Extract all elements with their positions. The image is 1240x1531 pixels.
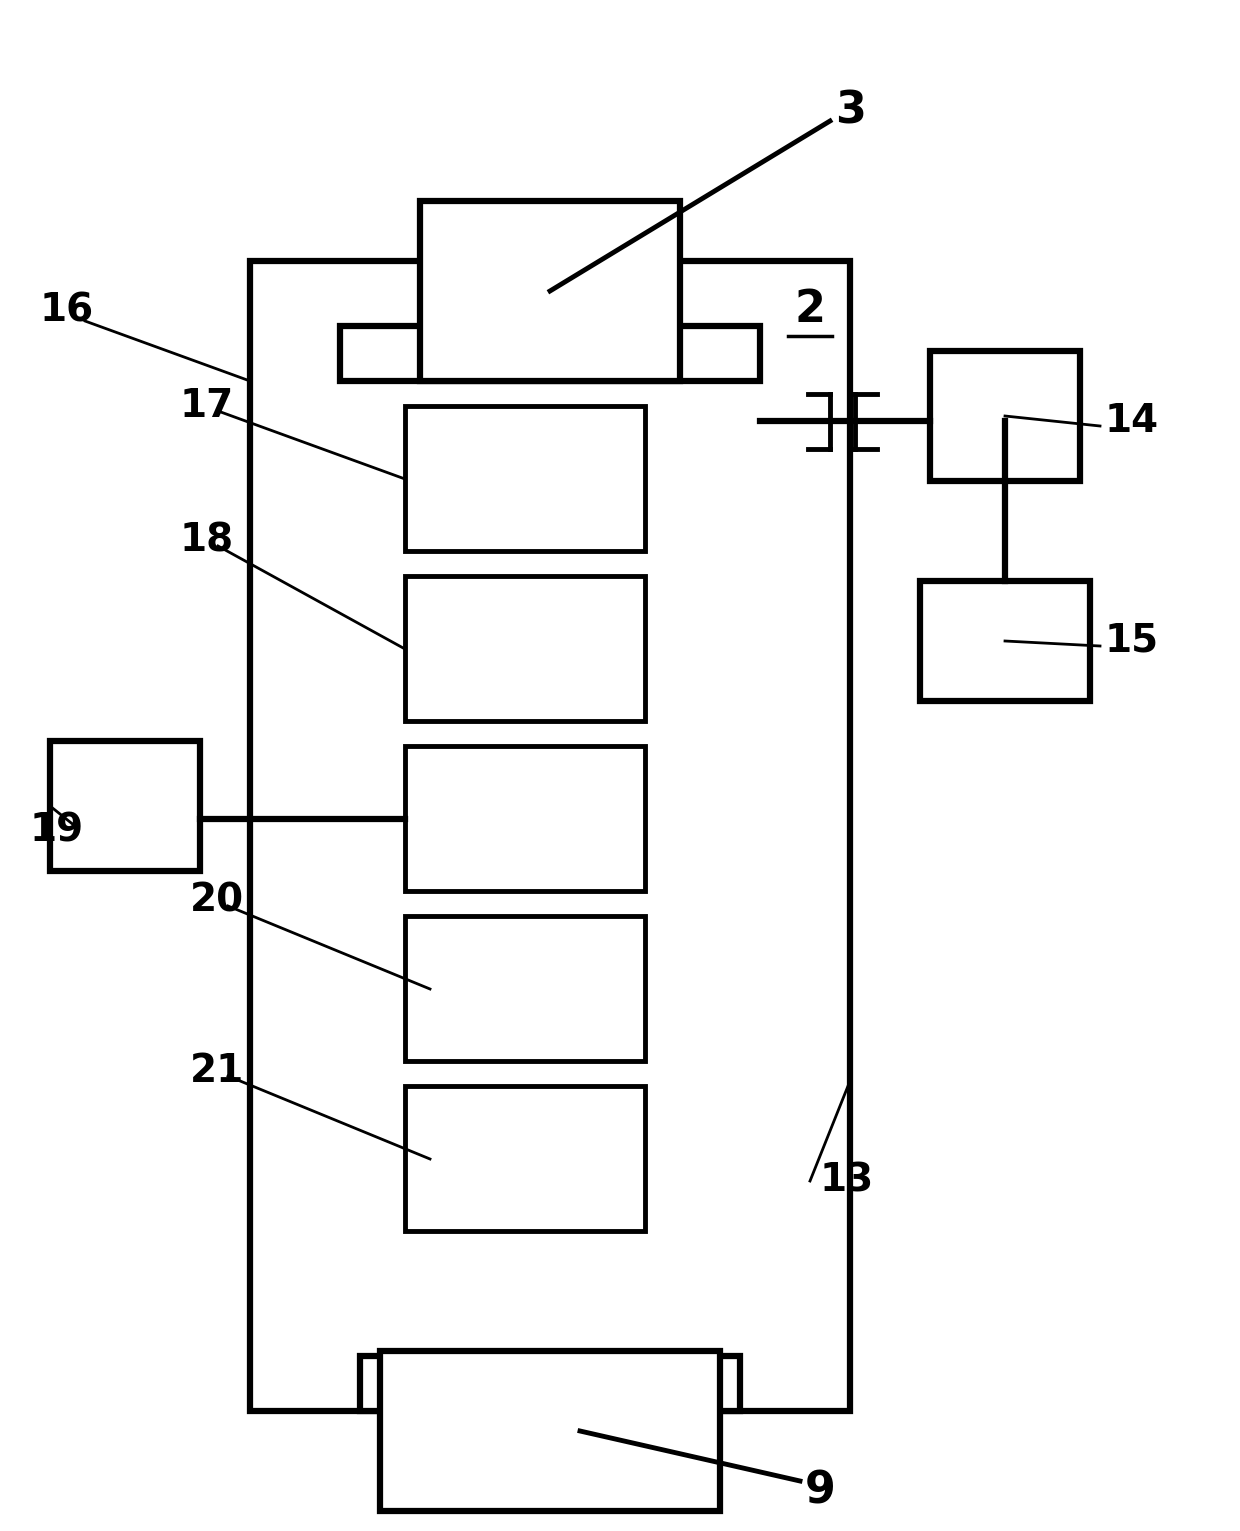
Text: 19: 19 [30,811,84,850]
Text: 17: 17 [180,387,234,426]
Bar [405,406,645,551]
Bar [420,201,680,381]
Text: 14: 14 [1105,403,1159,439]
Bar [379,1350,720,1511]
Bar [405,576,645,721]
Text: 16: 16 [40,292,94,331]
Bar [360,1356,740,1412]
Bar [340,326,760,381]
Bar [930,351,1080,481]
Bar [405,916,645,1061]
Bar [405,1085,645,1231]
Bar [50,741,200,871]
Text: 18: 18 [180,522,234,560]
Text: 21: 21 [190,1052,244,1090]
Bar [920,580,1090,701]
Text: 15: 15 [1105,622,1159,660]
Text: 3: 3 [835,89,866,133]
Bar [405,746,645,891]
Text: 20: 20 [190,882,244,920]
Text: 9: 9 [805,1470,836,1513]
Text: 2: 2 [795,288,826,331]
Text: 13: 13 [820,1162,874,1200]
Bar [250,260,849,1412]
